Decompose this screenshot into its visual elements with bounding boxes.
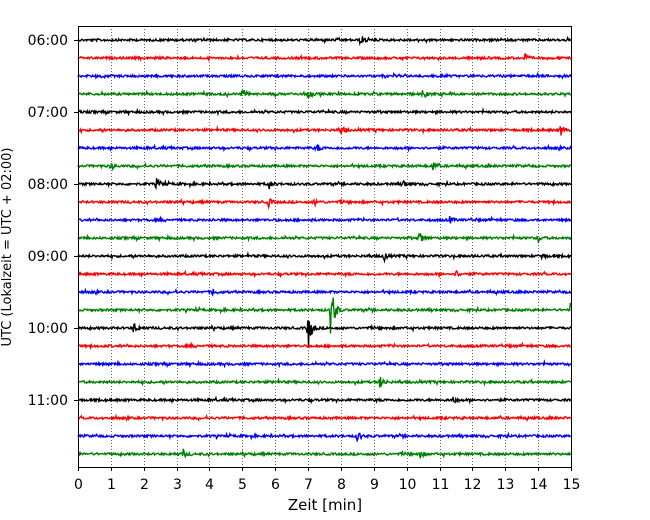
seismic-trace bbox=[77, 107, 572, 117]
seismic-trace bbox=[77, 53, 572, 63]
seismic-trace bbox=[77, 448, 572, 459]
y-axis-label: UTC (Lokalzeit = UTC + 02:00) bbox=[0, 148, 15, 347]
y-tick-label: 07:00 bbox=[28, 105, 68, 121]
seismic-trace bbox=[77, 89, 572, 99]
seismic-trace bbox=[77, 297, 572, 334]
seismic-trace bbox=[77, 287, 572, 297]
x-axis-label: Zeit [min] bbox=[288, 496, 362, 514]
seismic-trace bbox=[77, 269, 572, 279]
x-axis: 0 1 2 3 4 5 6 7 8 9 10 11 12 13 14 15 bbox=[74, 467, 580, 493]
x-tick-label: 8 bbox=[337, 477, 346, 493]
seismic-trace bbox=[77, 35, 572, 47]
x-tick-label: 11 bbox=[432, 477, 450, 493]
x-tick-label: 4 bbox=[205, 477, 214, 493]
x-tick-label: 10 bbox=[399, 477, 417, 493]
x-tick-label: 13 bbox=[497, 477, 515, 493]
y-axis: 06:00 07:00 08:00 09:00 10:00 11:00 bbox=[28, 33, 78, 409]
x-tick-label: 12 bbox=[464, 477, 482, 493]
x-tick-label: 2 bbox=[140, 477, 149, 493]
seismic-trace bbox=[77, 215, 572, 224]
plot-frame bbox=[78, 26, 572, 468]
seismic-trace bbox=[77, 413, 572, 423]
y-tick-label: 10:00 bbox=[28, 321, 68, 337]
x-tick-label: 1 bbox=[107, 477, 116, 493]
y-tick-label: 09:00 bbox=[28, 249, 68, 265]
x-tick-label: 5 bbox=[238, 477, 247, 493]
seismic-trace bbox=[77, 71, 572, 80]
x-tick-label: 9 bbox=[370, 477, 379, 493]
seismic-trace bbox=[77, 124, 572, 136]
seismic-trace bbox=[77, 143, 572, 153]
seismic-trace bbox=[77, 376, 572, 388]
x-tick-label: 7 bbox=[304, 477, 313, 493]
y-tick-label: 08:00 bbox=[28, 177, 68, 193]
x-tick-label: 14 bbox=[530, 477, 548, 493]
trace-layer bbox=[77, 35, 572, 459]
x-tick-label: 0 bbox=[74, 477, 83, 493]
seismic-trace bbox=[77, 161, 572, 172]
seismic-trace bbox=[77, 395, 572, 405]
seismic-trace bbox=[77, 178, 572, 191]
y-tick-label: 11:00 bbox=[28, 393, 68, 409]
seismic-trace bbox=[77, 197, 572, 210]
seismic-trace bbox=[77, 359, 572, 369]
seismic-trace bbox=[77, 320, 572, 348]
seismic-trace bbox=[77, 431, 572, 443]
y-tick-label: 06:00 bbox=[28, 33, 68, 49]
x-tick-label: 15 bbox=[563, 477, 581, 493]
seismic-trace bbox=[77, 341, 572, 351]
seismic-trace bbox=[77, 250, 572, 264]
seismic-trace bbox=[77, 233, 572, 245]
x-tick-label: 6 bbox=[271, 477, 280, 493]
x-tick-label: 3 bbox=[173, 477, 182, 493]
